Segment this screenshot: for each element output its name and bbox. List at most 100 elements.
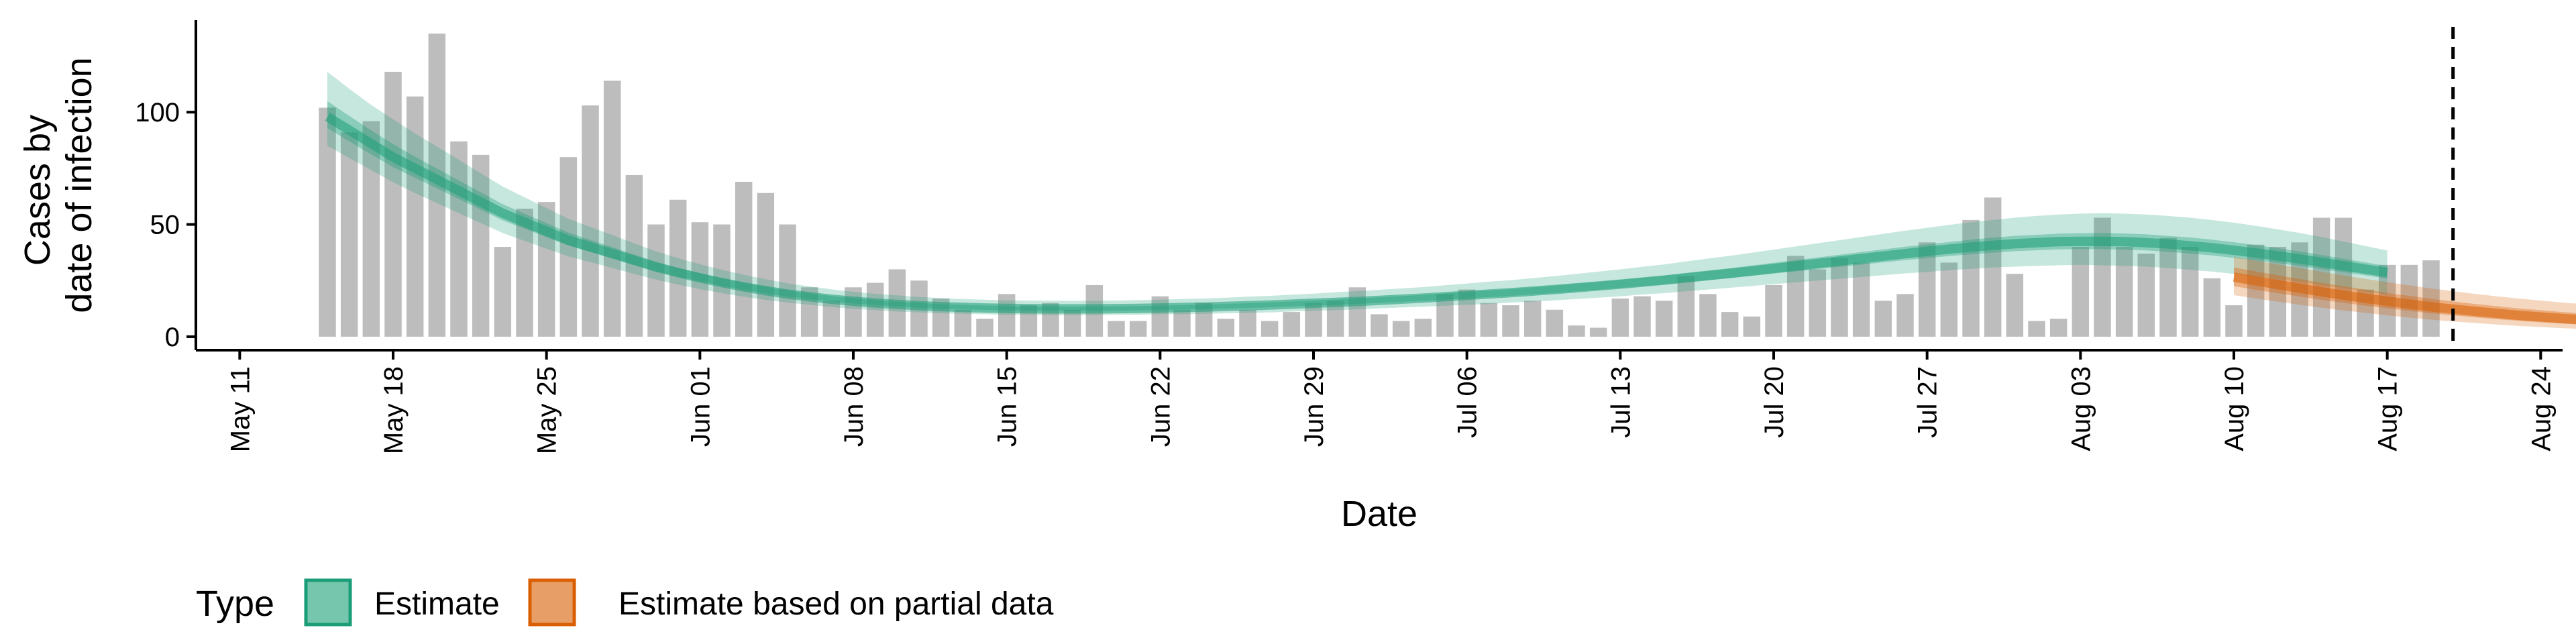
case-bar: [1392, 321, 1410, 337]
case-bar: [1173, 309, 1191, 337]
case-bar: [1940, 262, 1958, 337]
x-tick-label: Jul 27: [1913, 366, 1943, 438]
case-bar: [340, 132, 358, 337]
case-bar: [1918, 242, 1936, 337]
legend-key-estimate: [304, 578, 352, 627]
y-tick-label: 0: [165, 323, 180, 352]
case-bar: [1502, 305, 1519, 337]
case-bar: [1721, 312, 1739, 337]
case-bar: [845, 287, 862, 337]
legend-label-partial-estimate: Estimate based on partial data: [619, 586, 1054, 622]
x-tick-label: Aug 03: [2066, 366, 2096, 451]
case-bar: [1655, 301, 1673, 337]
case-bar: [1371, 314, 1388, 337]
case-bar: [2247, 244, 2265, 337]
case-bar: [976, 319, 994, 337]
case-bar: [1217, 319, 1235, 337]
case-bar: [1743, 316, 1761, 337]
case-bar: [954, 309, 972, 337]
case-bar: [2269, 247, 2287, 337]
case-bar: [494, 247, 512, 337]
axes: [195, 20, 2563, 352]
y-axis-title-line-1: Cases by: [17, 115, 58, 266]
case-bar: [1305, 303, 1322, 337]
case-bar: [516, 209, 533, 337]
case-bar: [1151, 296, 1169, 337]
bars-layer: [319, 34, 2440, 337]
case-bar: [822, 301, 841, 337]
case-bar: [2115, 247, 2133, 337]
x-axis-title: Date: [1341, 494, 1417, 534]
case-bar: [2028, 321, 2045, 337]
case-bar: [2225, 305, 2243, 337]
x-tick-label: May 11: [225, 366, 255, 452]
x-tick-label: Jun 08: [839, 366, 869, 447]
partial-estimate-median-line: [2233, 272, 2576, 325]
case-bar: [1063, 309, 1081, 337]
legend-label-estimate: Estimate: [374, 586, 500, 622]
x-tick-label: Aug 24: [2526, 366, 2556, 451]
y-tick-label: 50: [150, 211, 180, 240]
estimate-median-line: [325, 112, 2388, 314]
case-bar: [2159, 237, 2177, 337]
case-bar: [1896, 294, 1914, 337]
y-axis-title-line-2: date of infection: [59, 57, 99, 313]
x-tick-label: Jun 15: [993, 366, 1022, 447]
y-ticks: 0 50 100: [135, 98, 196, 352]
legend: Type Estimate Estimate based on partial …: [196, 578, 1054, 627]
case-bar: [559, 157, 578, 337]
case-bar: [735, 181, 753, 337]
y-axis-title: Cases by date of infection: [17, 57, 99, 313]
x-tick-label: Aug 17: [2373, 366, 2403, 451]
case-bar: [757, 193, 775, 337]
case-bar: [582, 105, 599, 337]
case-bar: [1546, 309, 1564, 337]
case-bar: [647, 224, 665, 337]
case-bar: [998, 294, 1016, 337]
case-bar: [779, 224, 796, 337]
case-bar: [1831, 258, 1848, 337]
case-bar: [1589, 327, 1607, 337]
case-bar: [1414, 319, 1432, 337]
case-bar: [1677, 276, 1695, 337]
case-bar: [472, 154, 490, 337]
case-bar: [2334, 217, 2353, 337]
case-bar: [2137, 254, 2155, 337]
case-bar: [2312, 217, 2330, 337]
x-tick-label: Jun 22: [1146, 366, 1175, 447]
case-bar: [2006, 274, 2024, 337]
case-bar: [1874, 301, 1892, 337]
legend-title: Type: [196, 584, 274, 624]
case-bar: [1633, 296, 1651, 337]
case-bar: [2181, 247, 2199, 337]
case-bar: [1611, 299, 1629, 337]
case-bar: [2203, 278, 2221, 337]
case-bar: [1699, 294, 1717, 337]
case-bar: [319, 107, 336, 337]
case-bar: [1523, 301, 1542, 337]
case-bar: [603, 80, 621, 337]
case-bar: [1129, 321, 1147, 337]
x-ticks: May 11 May 18 May 25 Jun 01 Jun 08 Jun 15 Jun …: [225, 350, 2556, 454]
case-bar: [450, 141, 468, 337]
case-bar: [1852, 262, 1870, 337]
x-tick-label: Jul 20: [1760, 366, 1789, 438]
legend-key-partial-estimate: [528, 578, 576, 627]
x-tick-label: Jul 06: [1453, 366, 1483, 438]
case-bar: [1239, 309, 1256, 337]
x-tick-label: Jun 01: [686, 366, 715, 447]
y-tick-label: 100: [135, 98, 180, 127]
x-tick-label: May 18: [379, 366, 409, 454]
case-bar: [362, 121, 380, 337]
case-bar: [1962, 219, 1980, 337]
case-bar: [1984, 197, 2002, 337]
case-bar: [406, 96, 424, 337]
case-bar: [2072, 247, 2090, 337]
x-tick-label: Aug 10: [2220, 366, 2249, 451]
case-bar: [1283, 312, 1301, 337]
case-bar: [384, 71, 402, 337]
case-bar: [1568, 325, 1585, 337]
case-bar: [866, 282, 884, 337]
x-tick-label: Jul 13: [1606, 366, 1635, 438]
